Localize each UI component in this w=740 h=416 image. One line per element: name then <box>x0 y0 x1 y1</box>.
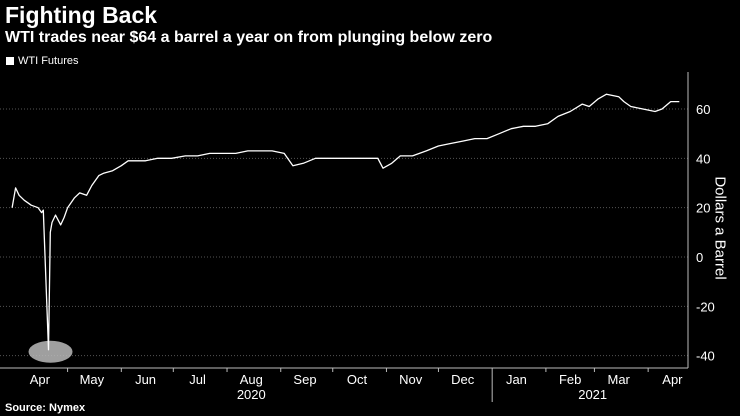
annotation-circle <box>28 340 73 363</box>
x-tick-label: Jan <box>506 372 527 387</box>
x-tick-label: Apr <box>30 372 51 387</box>
y-tick-label: -20 <box>696 299 715 314</box>
x-tick-label: Nov <box>399 372 423 387</box>
x-tick-label: Sep <box>293 372 316 387</box>
source-note: Source: Nymex <box>5 402 86 414</box>
x-tick-label: Mar <box>607 372 630 387</box>
legend-label: WTI Futures <box>18 55 79 67</box>
x-tick-label: May <box>80 372 105 387</box>
legend-swatch <box>6 57 14 65</box>
legend: WTI Futures <box>6 55 79 67</box>
series-line-wti-futures <box>11 93 680 351</box>
y-tick-label: 20 <box>696 201 710 216</box>
y-tick-label: 40 <box>696 151 710 166</box>
x-tick-label: Jun <box>135 372 156 387</box>
x-tick-label: Oct <box>347 372 368 387</box>
year-label: 2020 <box>237 387 266 402</box>
x-tick-label: Feb <box>559 372 581 387</box>
y-tick-label: -40 <box>696 349 715 364</box>
y-axis-label: Dollars a Barrel <box>711 176 729 280</box>
year-label: 2021 <box>578 387 607 402</box>
x-tick-label: Dec <box>451 372 475 387</box>
x-tick-label: Aug <box>240 372 263 387</box>
chart-subtitle: WTI trades near $64 a barrel a year on f… <box>5 29 493 46</box>
y-tick-label: 60 <box>696 102 710 117</box>
chart-title: Fighting Back <box>5 2 158 28</box>
x-tick-label: Apr <box>662 372 683 387</box>
x-tick-label: Jul <box>189 372 206 387</box>
y-tick-label: 0 <box>696 250 703 265</box>
